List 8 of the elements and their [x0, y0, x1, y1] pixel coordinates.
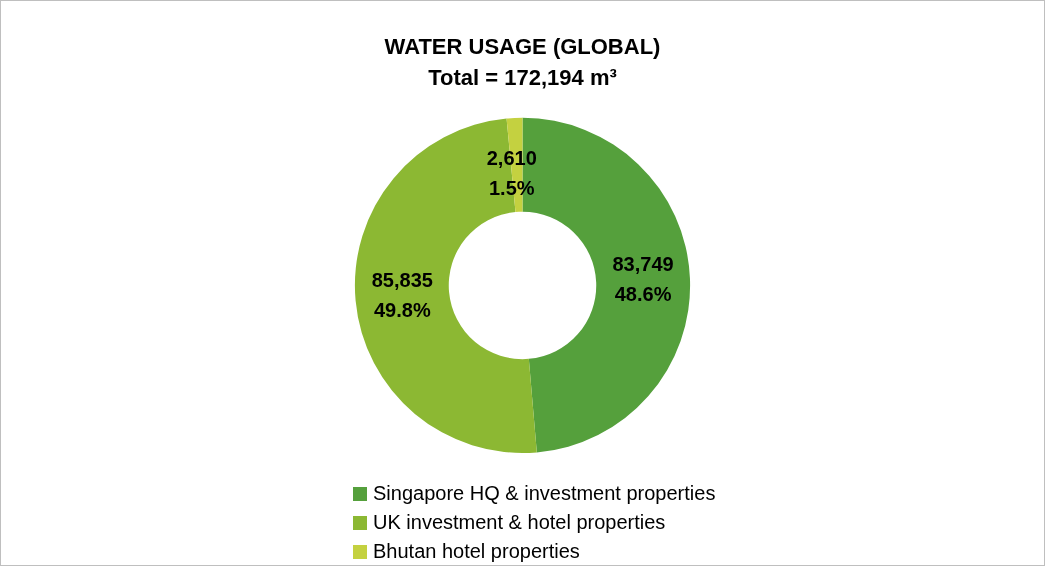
data-label: 83,749 48.6% — [612, 252, 674, 305]
data-label: 2,610 1.5% — [486, 147, 537, 200]
legend-label: UK investment & hotel properties — [373, 511, 666, 534]
chart-subtitle: Total = 172,194 m³ — [428, 64, 617, 90]
legend-label: Bhutan hotel properties — [373, 540, 580, 563]
chart-title: WATER USAGE (GLOBAL) — [384, 34, 661, 60]
legend-label: Singapore HQ & investment properties — [373, 482, 716, 505]
data-label: 85,835 49.8% — [371, 268, 433, 321]
